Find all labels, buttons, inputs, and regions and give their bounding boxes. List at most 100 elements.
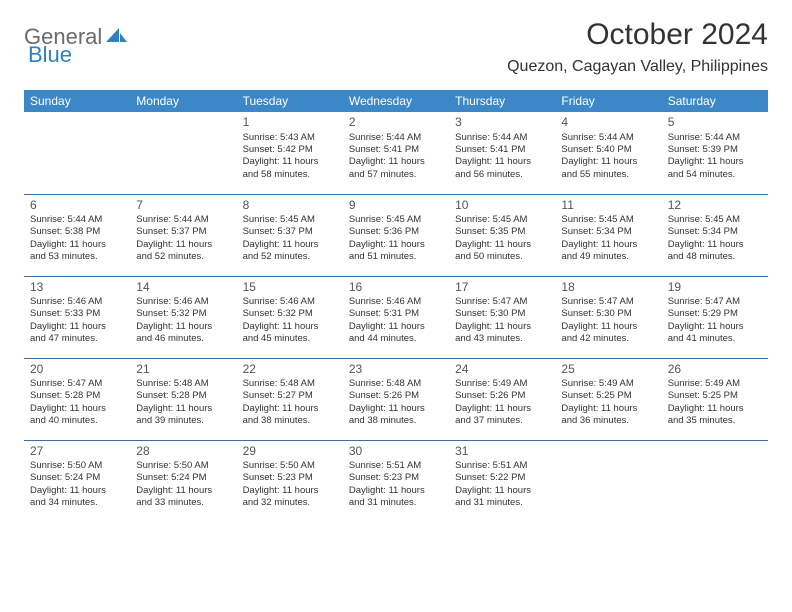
calendar-day-cell: 17Sunrise: 5:47 AMSunset: 5:30 PMDayligh… — [449, 276, 555, 358]
sunrise-line: Sunrise: 5:47 AM — [455, 296, 549, 308]
calendar-day-cell: 30Sunrise: 5:51 AMSunset: 5:23 PMDayligh… — [343, 440, 449, 522]
sunset-line: Sunset: 5:38 PM — [30, 226, 124, 238]
calendar-week-row: 27Sunrise: 5:50 AMSunset: 5:24 PMDayligh… — [24, 440, 768, 522]
calendar-week-row: 20Sunrise: 5:47 AMSunset: 5:28 PMDayligh… — [24, 358, 768, 440]
sunrise-line: Sunrise: 5:49 AM — [561, 378, 655, 390]
calendar-day-cell: 6Sunrise: 5:44 AMSunset: 5:38 PMDaylight… — [24, 194, 130, 276]
sunset-line: Sunset: 5:41 PM — [349, 144, 443, 156]
calendar-week-row: 1Sunrise: 5:43 AMSunset: 5:42 PMDaylight… — [24, 112, 768, 194]
sunrise-line: Sunrise: 5:51 AM — [455, 460, 549, 472]
calendar-week-row: 6Sunrise: 5:44 AMSunset: 5:38 PMDaylight… — [24, 194, 768, 276]
sunrise-line: Sunrise: 5:47 AM — [561, 296, 655, 308]
calendar-day-cell: 21Sunrise: 5:48 AMSunset: 5:28 PMDayligh… — [130, 358, 236, 440]
day-number: 28 — [136, 444, 230, 460]
calendar-day-cell: 18Sunrise: 5:47 AMSunset: 5:30 PMDayligh… — [555, 276, 661, 358]
day-number: 22 — [243, 362, 337, 378]
sunset-line: Sunset: 5:22 PM — [455, 472, 549, 484]
sunset-line: Sunset: 5:24 PM — [30, 472, 124, 484]
day-number: 10 — [455, 198, 549, 214]
location-text: Quezon, Cagayan Valley, Philippines — [507, 58, 768, 76]
day-number: 14 — [136, 280, 230, 296]
daylight-line: Daylight: 11 hours and 34 minutes. — [30, 485, 124, 510]
calendar-day-cell — [24, 112, 130, 194]
title-block: October 2024 Quezon, Cagayan Valley, Phi… — [507, 18, 768, 76]
sunrise-line: Sunrise: 5:50 AM — [30, 460, 124, 472]
day-number: 20 — [30, 362, 124, 378]
sunset-line: Sunset: 5:23 PM — [349, 472, 443, 484]
sunrise-line: Sunrise: 5:49 AM — [455, 378, 549, 390]
sunrise-line: Sunrise: 5:46 AM — [243, 296, 337, 308]
day-number: 8 — [243, 198, 337, 214]
day-number: 2 — [349, 115, 443, 131]
weekday-header: Sunday — [24, 90, 130, 112]
calendar-day-cell: 27Sunrise: 5:50 AMSunset: 5:24 PMDayligh… — [24, 440, 130, 522]
sunset-line: Sunset: 5:32 PM — [136, 308, 230, 320]
sunrise-line: Sunrise: 5:46 AM — [136, 296, 230, 308]
calendar-day-cell: 9Sunrise: 5:45 AMSunset: 5:36 PMDaylight… — [343, 194, 449, 276]
sunset-line: Sunset: 5:33 PM — [30, 308, 124, 320]
daylight-line: Daylight: 11 hours and 31 minutes. — [349, 485, 443, 510]
sunset-line: Sunset: 5:25 PM — [561, 390, 655, 402]
calendar-day-cell: 31Sunrise: 5:51 AMSunset: 5:22 PMDayligh… — [449, 440, 555, 522]
calendar-day-cell: 22Sunrise: 5:48 AMSunset: 5:27 PMDayligh… — [237, 358, 343, 440]
sunset-line: Sunset: 5:26 PM — [349, 390, 443, 402]
weekday-header: Thursday — [449, 90, 555, 112]
calendar-day-cell: 24Sunrise: 5:49 AMSunset: 5:26 PMDayligh… — [449, 358, 555, 440]
sunset-line: Sunset: 5:28 PM — [136, 390, 230, 402]
calendar-body: 1Sunrise: 5:43 AMSunset: 5:42 PMDaylight… — [24, 112, 768, 522]
day-number: 26 — [668, 362, 762, 378]
day-number: 31 — [455, 444, 549, 460]
day-number: 27 — [30, 444, 124, 460]
day-number: 5 — [668, 115, 762, 131]
daylight-line: Daylight: 11 hours and 33 minutes. — [136, 485, 230, 510]
daylight-line: Daylight: 11 hours and 45 minutes. — [243, 321, 337, 346]
logo-sail-icon — [106, 26, 128, 49]
daylight-line: Daylight: 11 hours and 37 minutes. — [455, 403, 549, 428]
day-number: 30 — [349, 444, 443, 460]
sunset-line: Sunset: 5:30 PM — [455, 308, 549, 320]
daylight-line: Daylight: 11 hours and 50 minutes. — [455, 239, 549, 264]
calendar-day-cell: 5Sunrise: 5:44 AMSunset: 5:39 PMDaylight… — [662, 112, 768, 194]
logo-text-blue: Blue — [28, 42, 72, 67]
daylight-line: Daylight: 11 hours and 55 minutes. — [561, 156, 655, 181]
calendar-day-cell: 11Sunrise: 5:45 AMSunset: 5:34 PMDayligh… — [555, 194, 661, 276]
sunset-line: Sunset: 5:25 PM — [668, 390, 762, 402]
sunset-line: Sunset: 5:34 PM — [561, 226, 655, 238]
month-title: October 2024 — [507, 18, 768, 52]
sunset-line: Sunset: 5:23 PM — [243, 472, 337, 484]
daylight-line: Daylight: 11 hours and 41 minutes. — [668, 321, 762, 346]
day-number: 16 — [349, 280, 443, 296]
day-number: 13 — [30, 280, 124, 296]
calendar-day-cell: 8Sunrise: 5:45 AMSunset: 5:37 PMDaylight… — [237, 194, 343, 276]
sunset-line: Sunset: 5:27 PM — [243, 390, 337, 402]
calendar-day-cell: 19Sunrise: 5:47 AMSunset: 5:29 PMDayligh… — [662, 276, 768, 358]
calendar-day-cell: 12Sunrise: 5:45 AMSunset: 5:34 PMDayligh… — [662, 194, 768, 276]
sunset-line: Sunset: 5:28 PM — [30, 390, 124, 402]
sunrise-line: Sunrise: 5:49 AM — [668, 378, 762, 390]
weekday-header: Friday — [555, 90, 661, 112]
calendar-day-cell: 25Sunrise: 5:49 AMSunset: 5:25 PMDayligh… — [555, 358, 661, 440]
sunrise-line: Sunrise: 5:50 AM — [243, 460, 337, 472]
daylight-line: Daylight: 11 hours and 42 minutes. — [561, 321, 655, 346]
weekday-header: Tuesday — [237, 90, 343, 112]
calendar-day-cell: 7Sunrise: 5:44 AMSunset: 5:37 PMDaylight… — [130, 194, 236, 276]
daylight-line: Daylight: 11 hours and 31 minutes. — [455, 485, 549, 510]
day-number: 15 — [243, 280, 337, 296]
calendar-day-cell — [130, 112, 236, 194]
sunrise-line: Sunrise: 5:47 AM — [30, 378, 124, 390]
sunrise-line: Sunrise: 5:44 AM — [349, 132, 443, 144]
calendar-table: SundayMondayTuesdayWednesdayThursdayFrid… — [24, 90, 768, 522]
daylight-line: Daylight: 11 hours and 52 minutes. — [136, 239, 230, 264]
sunrise-line: Sunrise: 5:48 AM — [136, 378, 230, 390]
calendar-day-cell: 28Sunrise: 5:50 AMSunset: 5:24 PMDayligh… — [130, 440, 236, 522]
sunset-line: Sunset: 5:34 PM — [668, 226, 762, 238]
calendar-day-cell: 20Sunrise: 5:47 AMSunset: 5:28 PMDayligh… — [24, 358, 130, 440]
sunrise-line: Sunrise: 5:44 AM — [561, 132, 655, 144]
day-number: 24 — [455, 362, 549, 378]
calendar-day-cell: 1Sunrise: 5:43 AMSunset: 5:42 PMDaylight… — [237, 112, 343, 194]
sunset-line: Sunset: 5:37 PM — [136, 226, 230, 238]
calendar-day-cell: 14Sunrise: 5:46 AMSunset: 5:32 PMDayligh… — [130, 276, 236, 358]
weekday-row: SundayMondayTuesdayWednesdayThursdayFrid… — [24, 90, 768, 112]
calendar-day-cell: 3Sunrise: 5:44 AMSunset: 5:41 PMDaylight… — [449, 112, 555, 194]
day-number: 12 — [668, 198, 762, 214]
